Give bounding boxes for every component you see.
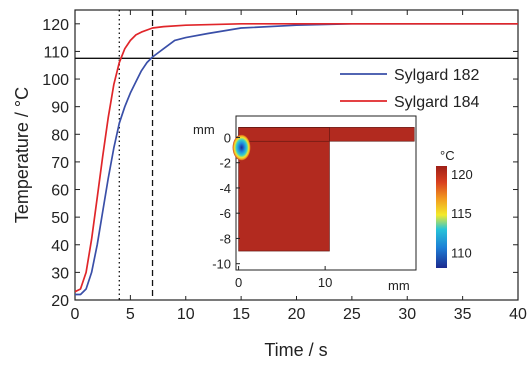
- inset-axes: 0 -2 -4 -6 -8 -10 0 10: [212, 130, 332, 290]
- reference-lines: [75, 10, 518, 300]
- x-tick-label: 40: [509, 306, 527, 323]
- inset-y-tick-label: -8: [219, 231, 231, 246]
- y-tick-label: 100: [42, 72, 69, 89]
- y-tick-label: 20: [51, 293, 69, 310]
- colorbar-tick-label: 115: [451, 206, 472, 221]
- inset-x-tick-label: 10: [318, 275, 332, 290]
- x-tick-label: 0: [71, 306, 80, 323]
- inset-y-tick-label: -2: [219, 156, 231, 171]
- axes: 0 5 10 15 20 25 30 35 40203040506070809010011012…: [42, 10, 527, 323]
- inset-block: [238, 127, 330, 252]
- x-axis-title: Time / s: [264, 340, 327, 360]
- inset-y-tick-label: 0: [224, 130, 231, 145]
- inset-x-tick-label: 0: [235, 275, 242, 290]
- x-tick-label: 15: [232, 306, 250, 323]
- x-tick-label: 25: [343, 306, 361, 323]
- y-tick-label: 40: [51, 238, 69, 255]
- colorbar-ticks: 110 115 120: [451, 167, 473, 260]
- x-tick-label: 5: [126, 306, 135, 323]
- y-tick-label: 90: [51, 100, 69, 117]
- y-axis-title: Temperature / °C: [12, 87, 32, 223]
- series-line-sylgard-184: [75, 22, 518, 293]
- inset-hot-spot: [232, 134, 251, 161]
- x-tick-label: 30: [398, 306, 416, 323]
- inset-field: [232, 127, 415, 252]
- y-tick-label: 60: [51, 183, 69, 200]
- y-tick-label: 50: [51, 210, 69, 227]
- x-tick-label: 10: [177, 306, 195, 323]
- legend: Sylgard 182 Sylgard 184: [340, 67, 479, 111]
- inset-y-tick-label: -4: [219, 181, 231, 196]
- inset-x-unit: mm: [388, 278, 410, 293]
- colorbar-unit: °C: [440, 148, 455, 163]
- inset-block-outline: [238, 127, 330, 252]
- inset-y-tick-label: -6: [219, 206, 231, 221]
- y-tick-label: 30: [51, 265, 69, 282]
- inset-frame: [235, 115, 417, 271]
- colorbar-tick-label: 110: [451, 245, 472, 260]
- inset-heatmap: 0 -2 -4 -6 -8 -10 0 10 mm mm °C 110 115 120: [180, 112, 513, 296]
- inset-y-tick-label: -10: [212, 257, 231, 272]
- inset-strip: [238, 127, 415, 142]
- x-tick-label: 35: [454, 306, 472, 323]
- x-tick-label: 20: [288, 306, 306, 323]
- y-tick-label: 70: [51, 155, 69, 172]
- colorbar-tick-label: 120: [451, 167, 473, 182]
- y-tick-label: 80: [51, 127, 69, 144]
- colorbar: [436, 166, 447, 268]
- series-line-sylgard-182: [75, 22, 518, 296]
- y-tick-label: 120: [42, 17, 69, 34]
- inset-y-unit: mm: [193, 122, 215, 137]
- series-lines: [75, 22, 518, 296]
- legend-label-sylgard-182: Sylgard 182: [394, 67, 479, 84]
- legend-label-sylgard-184: Sylgard 184: [394, 94, 479, 111]
- y-tick-label: 110: [43, 44, 69, 61]
